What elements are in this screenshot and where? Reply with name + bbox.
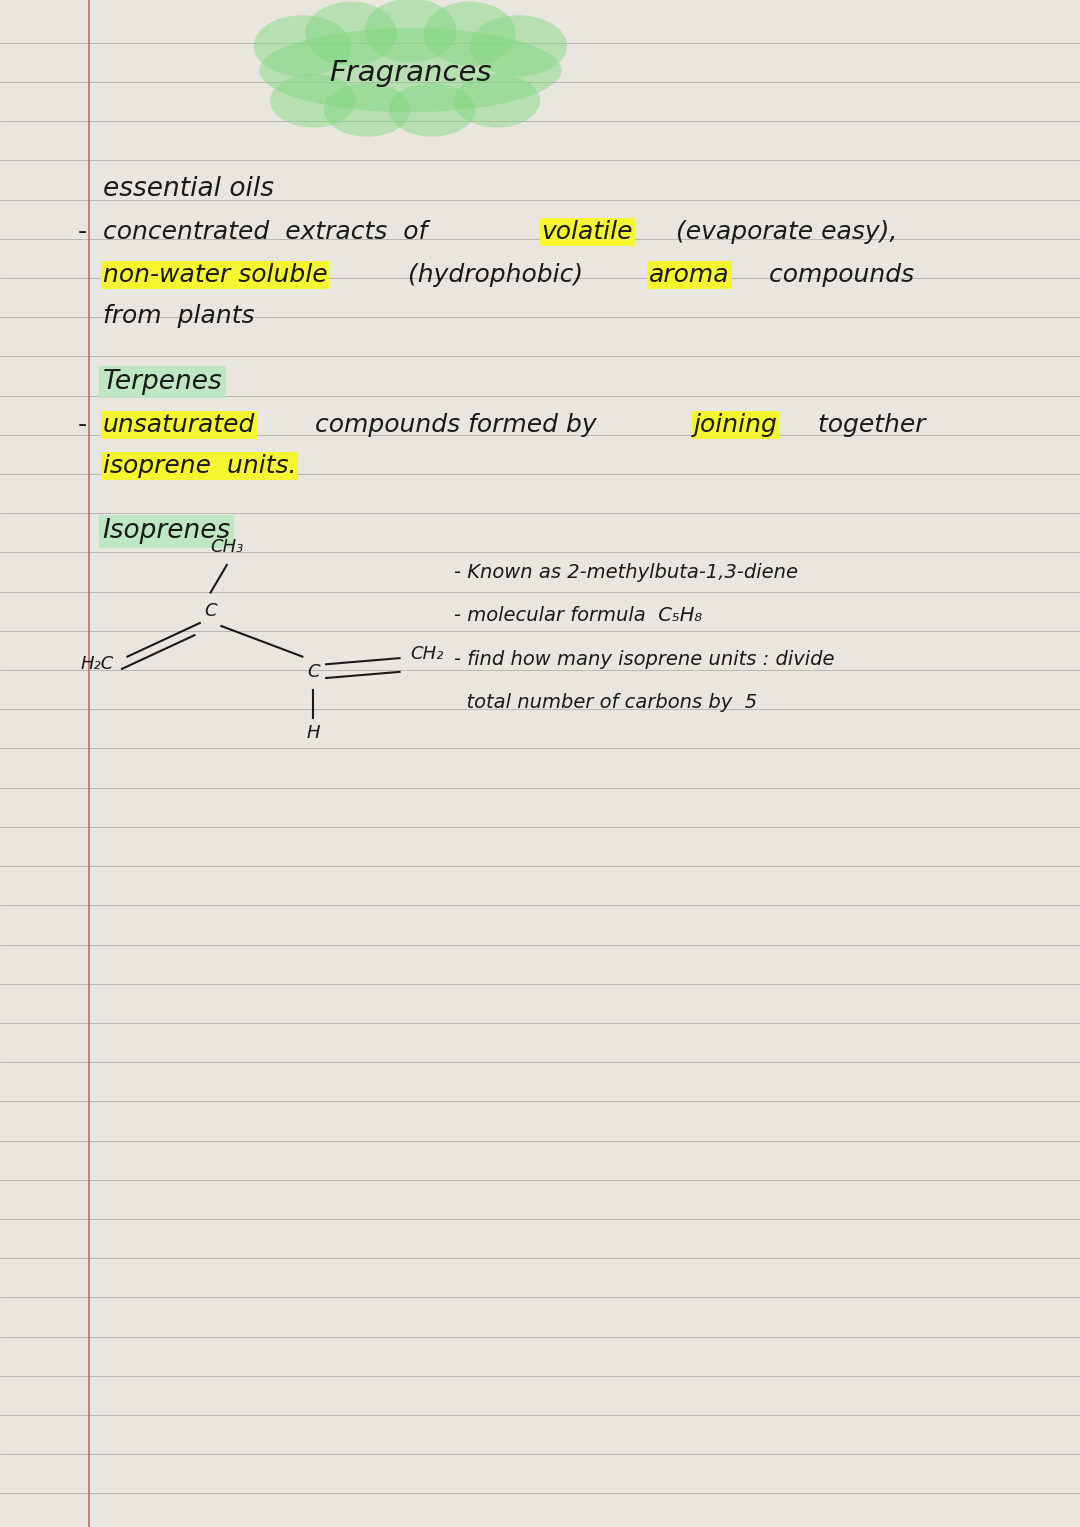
Text: - Known as 2-methylbuta-1,3-diene: - Known as 2-methylbuta-1,3-diene xyxy=(454,563,798,582)
Text: together: together xyxy=(801,412,926,437)
Text: H₂C: H₂C xyxy=(81,655,113,673)
Ellipse shape xyxy=(470,15,567,76)
Ellipse shape xyxy=(324,82,410,137)
Ellipse shape xyxy=(306,2,397,66)
Text: Fragrances: Fragrances xyxy=(329,60,491,87)
Text: (hydrophobic): (hydrophobic) xyxy=(392,263,592,287)
Text: -: - xyxy=(78,220,86,244)
Ellipse shape xyxy=(365,0,456,63)
Text: essential oils: essential oils xyxy=(103,176,273,203)
Ellipse shape xyxy=(454,73,540,128)
Ellipse shape xyxy=(389,82,475,137)
Ellipse shape xyxy=(270,73,356,128)
Text: H: H xyxy=(307,724,320,742)
Text: volatile: volatile xyxy=(542,220,633,244)
Text: CH₂: CH₂ xyxy=(410,644,443,663)
Text: isoprene  units.: isoprene units. xyxy=(103,454,296,478)
Text: aroma: aroma xyxy=(649,263,730,287)
Ellipse shape xyxy=(423,2,516,66)
Text: compounds: compounds xyxy=(754,263,915,287)
Text: Terpenes: Terpenes xyxy=(103,368,222,395)
Ellipse shape xyxy=(259,27,562,113)
Text: from  plants: from plants xyxy=(103,304,254,328)
Text: compounds formed by: compounds formed by xyxy=(299,412,605,437)
Text: -: - xyxy=(78,412,86,437)
Ellipse shape xyxy=(254,15,351,76)
Text: C: C xyxy=(307,663,320,681)
Text: (evaporate easy),: (evaporate easy), xyxy=(660,220,897,244)
Text: Isoprenes: Isoprenes xyxy=(103,518,231,545)
Text: - molecular formula  C₅H₈: - molecular formula C₅H₈ xyxy=(454,606,702,625)
Text: unsaturated: unsaturated xyxy=(103,412,255,437)
Text: - find how many isoprene units : divide: - find how many isoprene units : divide xyxy=(454,651,834,669)
Text: joining: joining xyxy=(693,412,778,437)
Text: C: C xyxy=(204,602,217,620)
Text: CH₃: CH₃ xyxy=(211,538,243,556)
Text: non-water soluble: non-water soluble xyxy=(103,263,327,287)
Text: concentrated  extracts  of: concentrated extracts of xyxy=(103,220,443,244)
Text: total number of carbons by  5: total number of carbons by 5 xyxy=(454,693,757,712)
